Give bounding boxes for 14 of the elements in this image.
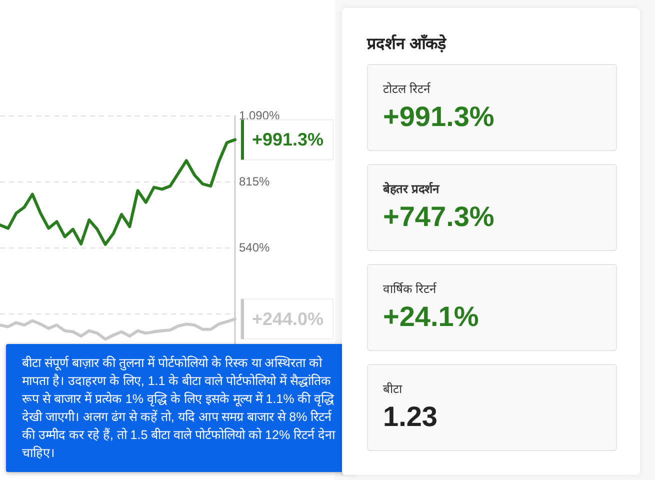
annotation: बीटा संपूर्ण बाज़ार की तुलना में पोर्टफोलियो के रिस्क या अस्थिरता को मापता है। उदाहरण के लिए, 1.1 के बीटा वाले पोर्टफोलियो में सैद्धांतिक रूप से बाजार में प्रत्येक 1% वृद्धि के लिए इसके मूल्य में 1.1% की वृद्धि देखी जाएगी। अलग ढंग से कहें तो, यदि आप समग्र बाजार से 8% रिटर्न की उम्मीद कर रहे हैं, तो 1.5 बीटा वाले पोर्टफोलियो को 12% रिटर्न देना चाहिए। [22, 356, 336, 460]
text: +747.3% [383, 201, 494, 233]
text: +24.1% [383, 301, 479, 333]
y-tick-label: 540% [239, 240, 270, 254]
text: बेहतर प्रदर्शन [383, 181, 440, 197]
text: वार्षिक रिटर्न [383, 281, 436, 297]
y-tick-label: 815% [239, 174, 270, 188]
data-label: +991.3% [252, 130, 324, 150]
text: 1.23 [383, 401, 438, 433]
text: +991.3% [383, 101, 494, 133]
text: प्रदर्शन आँकड़े [367, 33, 446, 54]
y-tick-label: 1,090% [239, 108, 280, 122]
text: बीटा [383, 381, 402, 397]
text: टोटल रिटर्न [383, 81, 430, 97]
